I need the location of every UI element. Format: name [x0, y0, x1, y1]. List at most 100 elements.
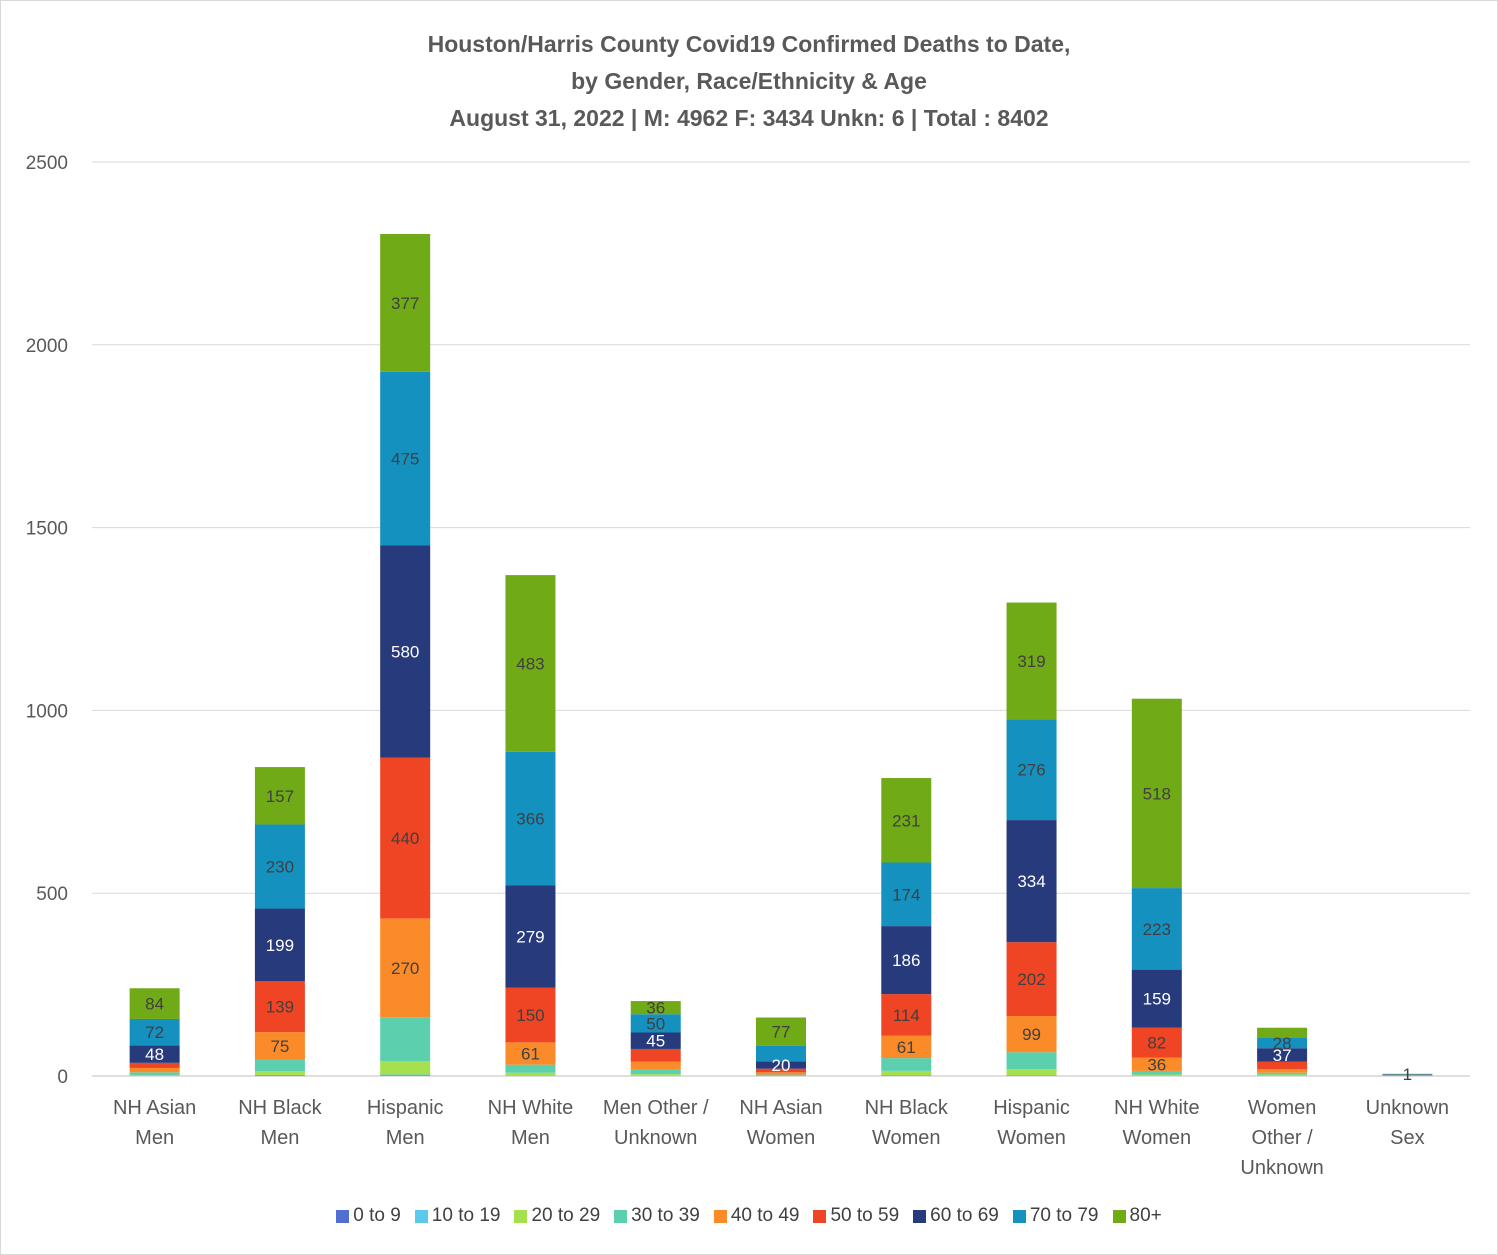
data-label: 61	[521, 1045, 540, 1064]
data-label: 28	[1273, 1034, 1292, 1053]
bar-segment	[756, 1068, 806, 1073]
bar-segment	[254, 1074, 305, 1076]
bar-segment	[630, 1069, 681, 1075]
data-label: 580	[391, 643, 419, 662]
data-label: 230	[266, 858, 294, 877]
x-axis-labels: NH Asian Men NH Black Men Hispanic Men NH Whit…	[113, 1097, 1449, 1179]
bar-segment	[129, 1075, 180, 1076]
data-label: 377	[391, 294, 419, 313]
bar-segment	[505, 575, 556, 752]
data-label: 150	[516, 1006, 544, 1025]
bar-segment	[1257, 1074, 1308, 1076]
legend-label: 60 to 69	[930, 1205, 999, 1226]
x-tick-label: NH Asian	[113, 1097, 196, 1119]
data-label: 319	[1017, 652, 1045, 671]
data-label: 223	[1143, 920, 1171, 939]
legend-item: 80+	[1112, 1205, 1162, 1227]
bar-segment	[756, 1072, 806, 1075]
data-label: 37	[1273, 1046, 1292, 1065]
bar-segment	[505, 885, 556, 988]
bar-segment	[254, 824, 305, 909]
data-label: 77	[772, 1023, 791, 1042]
legend-swatch	[713, 1209, 727, 1223]
data-label: 199	[266, 936, 294, 955]
bar-segment	[1131, 698, 1182, 889]
y-tick-label: 0	[57, 1067, 68, 1088]
legend-swatch	[336, 1209, 350, 1223]
x-tick-label: Men Other /	[603, 1097, 709, 1119]
bar-segment	[129, 1045, 180, 1063]
legend-label: 80+	[1129, 1205, 1162, 1226]
legend-label: 20 to 29	[531, 1205, 601, 1226]
data-label: 276	[1017, 761, 1045, 780]
bar-segment	[630, 1061, 681, 1070]
bar-segment	[380, 1017, 431, 1062]
bar-segment	[254, 981, 305, 1033]
bar-segment	[380, 371, 431, 546]
bar-segment	[630, 1074, 681, 1076]
data-label: 475	[391, 450, 419, 469]
x-tick-label: NH Black	[865, 1097, 949, 1119]
bar-segment	[129, 1062, 180, 1068]
bar-segment	[881, 778, 932, 863]
x-tick-label: Hispanic	[367, 1097, 444, 1119]
data-label: 366	[516, 810, 544, 829]
legend-swatch	[1012, 1209, 1026, 1223]
y-axis-ticks: 0 500 1000 1500 2000 2500	[26, 153, 68, 1088]
data-label: 50	[646, 1014, 665, 1033]
bar-segment	[1006, 1016, 1057, 1053]
x-tick-label: Women	[1123, 1127, 1192, 1149]
x-tick-label: Sex	[1390, 1127, 1424, 1149]
bar-segment	[1257, 1061, 1308, 1070]
bar-segment	[630, 1001, 681, 1015]
data-label: 334	[1017, 872, 1045, 891]
bar-segment	[380, 1074, 431, 1076]
legend-swatch	[813, 1209, 827, 1223]
y-tick-label: 1500	[26, 519, 68, 540]
bar-segment	[756, 1061, 806, 1069]
data-label: 202	[1017, 970, 1045, 989]
bar-segment	[505, 987, 556, 1043]
data-label: 75	[270, 1037, 289, 1056]
data-label: 518	[1143, 784, 1171, 803]
chart-subtitle-2: August 31, 2022 | M: 4962 F: 3434 Unkn: …	[449, 105, 1049, 131]
data-label: 483	[516, 654, 544, 673]
bar-segment	[1257, 1037, 1308, 1049]
data-label: 174	[892, 885, 920, 904]
bar-segment	[505, 1042, 556, 1065]
data-label: 61	[897, 1038, 916, 1057]
bar-segment	[756, 1074, 806, 1076]
bar-segment	[254, 1032, 305, 1060]
x-tick-label: NH Asian	[739, 1097, 822, 1119]
x-tick-label: Women	[997, 1127, 1066, 1149]
data-label: 114	[893, 1006, 920, 1025]
legend-swatch	[514, 1209, 528, 1223]
y-tick-label: 500	[36, 884, 68, 905]
data-label: 82	[1147, 1034, 1166, 1053]
bar-segment	[505, 751, 556, 886]
y-tick-label: 2000	[26, 336, 68, 357]
legend-swatch	[414, 1209, 428, 1223]
x-tick-label: Men	[135, 1127, 174, 1149]
data-labels: 4872847513919923015727044058047537761150…	[145, 294, 1412, 1084]
legend-label: 70 to 79	[1029, 1205, 1099, 1226]
chart-title: Houston/Harris County Covid19 Confirmed …	[427, 31, 1071, 57]
bar-segment	[1006, 1069, 1057, 1076]
bar-segment	[380, 234, 431, 372]
legend-label: 10 to 19	[431, 1205, 501, 1226]
bar-segment	[380, 545, 431, 758]
bar-segment	[505, 1064, 556, 1073]
legend-label: 0 to 9	[353, 1205, 401, 1226]
bar-segment	[1131, 969, 1182, 1028]
bar-segment	[129, 1067, 180, 1073]
x-tick-label: Unknown	[1366, 1097, 1449, 1119]
chart-subtitle: by Gender, Race/Ethnicity & Age	[571, 68, 927, 94]
x-tick-label: Unknown	[1240, 1157, 1323, 1179]
bar-segment	[756, 1017, 806, 1046]
chart-title-block: Houston/Harris County Covid19 Confirmed …	[0, 26, 1498, 137]
bar-segment	[129, 988, 180, 1019]
bar-segment	[254, 1071, 305, 1075]
bar-segment	[1257, 1072, 1308, 1075]
